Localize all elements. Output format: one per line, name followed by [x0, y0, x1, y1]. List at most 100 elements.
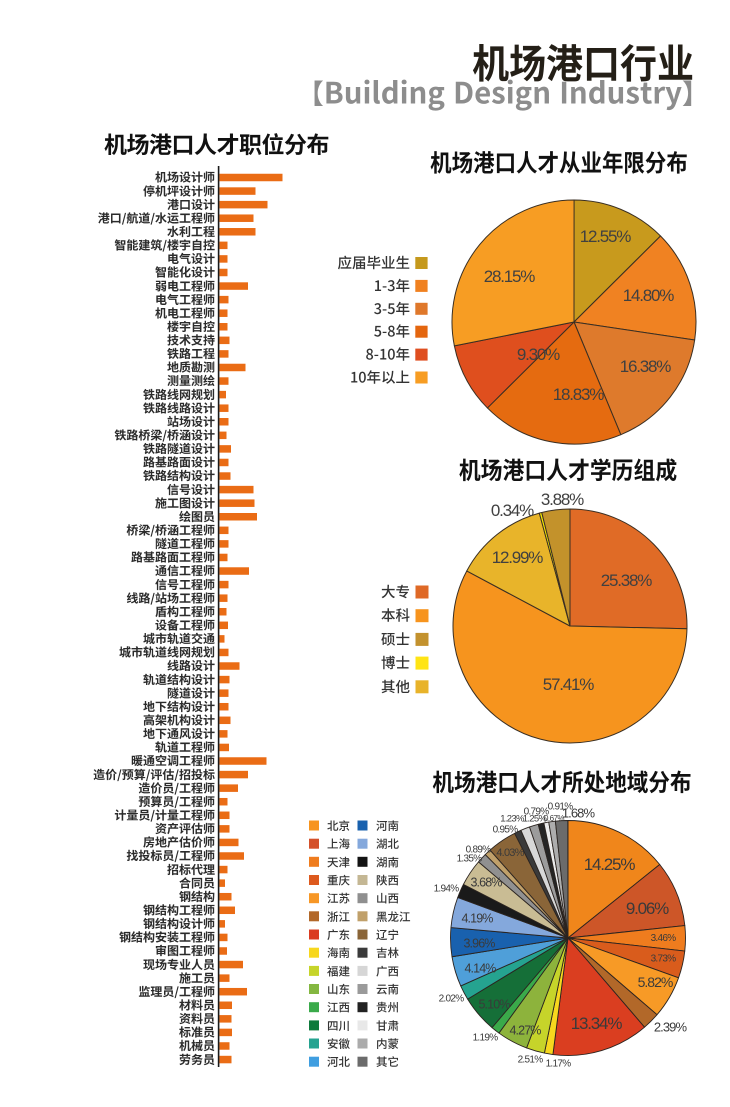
svg-text:3-5年: 3-5年	[374, 298, 410, 319]
svg-text:机场设计师: 机场设计师	[155, 169, 215, 186]
svg-text:施工图设计: 施工图设计	[155, 494, 215, 511]
svg-text:湖南: 湖南	[376, 854, 399, 870]
svg-text:0.34%: 0.34%	[491, 501, 534, 520]
svg-text:河南: 河南	[376, 818, 399, 834]
svg-text:1.68%: 1.68%	[562, 806, 596, 821]
svg-text:标准员: 标准员	[179, 1024, 215, 1041]
svg-text:线路设计: 线路设计	[167, 657, 215, 674]
svg-text:16.38%: 16.38%	[620, 357, 672, 376]
svg-text:四川: 四川	[327, 1018, 350, 1034]
svg-text:电气工程师: 电气工程师	[155, 291, 215, 308]
svg-text:路基路面工程师: 路基路面工程师	[131, 549, 215, 566]
svg-text:9.06%: 9.06%	[626, 899, 669, 918]
svg-text:通信工程师: 通信工程师	[155, 562, 215, 579]
svg-text:5-8年: 5-8年	[374, 321, 410, 342]
svg-text:监理员/工程师: 监理员/工程师	[138, 983, 215, 1000]
svg-text:其它: 其它	[376, 1054, 399, 1070]
svg-text:铁路工程: 铁路工程	[167, 345, 215, 362]
svg-text:4.03%: 4.03%	[496, 847, 524, 859]
svg-text:隧道设计: 隧道设计	[167, 684, 215, 701]
svg-text:轨道工程师: 轨道工程师	[155, 739, 215, 756]
svg-text:内蒙: 内蒙	[376, 1036, 399, 1052]
svg-text:本科: 本科	[381, 605, 410, 626]
svg-text:现场专业人员: 现场专业人员	[143, 956, 215, 973]
svg-text:合同员: 合同员	[179, 874, 215, 891]
svg-text:找投标员/工程师: 找投标员/工程师	[126, 847, 215, 864]
svg-text:3.73%: 3.73%	[651, 954, 677, 965]
svg-text:3.68%: 3.68%	[470, 875, 502, 889]
svg-text:房地产估价师: 房地产估价师	[143, 834, 215, 851]
svg-text:3.46%: 3.46%	[651, 933, 677, 944]
svg-text:高架机构设计: 高架机构设计	[143, 712, 215, 729]
svg-text:重庆: 重庆	[327, 873, 350, 889]
svg-text:钢结构工程师: 钢结构工程师	[143, 902, 215, 919]
svg-text:18.83%: 18.83%	[553, 385, 605, 404]
svg-text:资料员: 资料员	[179, 1010, 215, 1027]
svg-text:造价/预算/评估/招投标: 造价/预算/评估/招投标	[93, 766, 215, 783]
svg-text:机场港口人才所处地域分布: 机场港口人才所处地域分布	[432, 764, 691, 799]
svg-text:贵州: 贵州	[376, 1000, 399, 1016]
svg-text:1.94%: 1.94%	[434, 884, 460, 895]
svg-text:14.25%: 14.25%	[584, 855, 636, 874]
svg-text:城市轨道交通: 城市轨道交通	[143, 630, 215, 647]
svg-text:机场港口人才职位分布: 机场港口人才职位分布	[104, 126, 329, 160]
svg-text:12.99%: 12.99%	[492, 548, 544, 567]
svg-text:浙江: 浙江	[327, 909, 350, 925]
svg-text:审图工程师: 审图工程师	[155, 942, 215, 959]
svg-text:9.30%: 9.30%	[517, 345, 560, 364]
svg-text:4.14%: 4.14%	[464, 961, 496, 975]
svg-text:4.19%: 4.19%	[461, 911, 493, 925]
svg-text:机场港口行业: 机场港口行业	[472, 32, 694, 90]
svg-text:桥梁/桥涵工程师: 桥梁/桥涵工程师	[126, 522, 215, 539]
svg-text:站场设计: 站场设计	[167, 413, 215, 430]
svg-text:预算员/工程师: 预算员/工程师	[138, 793, 215, 810]
svg-text:水利工程: 水利工程	[167, 223, 215, 240]
svg-text:57.41%: 57.41%	[543, 675, 595, 694]
svg-text:铁路线路设计: 铁路线路设计	[143, 399, 215, 416]
svg-text:广东: 广东	[327, 927, 350, 943]
svg-text:12.55%: 12.55%	[580, 227, 632, 246]
svg-text:暖通空调工程师: 暖通空调工程师	[131, 752, 215, 769]
svg-text:机械员: 机械员	[179, 1037, 215, 1054]
svg-text:上海: 上海	[327, 836, 350, 852]
svg-text:云南: 云南	[376, 982, 399, 998]
svg-text:3.96%: 3.96%	[463, 936, 495, 950]
svg-text:博士: 博士	[381, 652, 410, 673]
svg-text:其他: 其他	[381, 676, 410, 697]
svg-text:陕西: 陕西	[376, 873, 399, 889]
svg-text:地下通风设计: 地下通风设计	[143, 725, 215, 742]
svg-text:0.79%: 0.79%	[524, 807, 550, 818]
svg-text:路基路面设计: 路基路面设计	[143, 454, 215, 471]
svg-text:计量员/计量工程师: 计量员/计量工程师	[114, 807, 215, 824]
svg-text:材料员: 材料员	[179, 997, 215, 1014]
svg-text:铁路线网规划: 铁路线网规划	[143, 386, 215, 403]
svg-text:线路/站场工程师: 线路/站场工程师	[126, 589, 215, 606]
svg-text:盾构工程师: 盾构工程师	[155, 603, 215, 620]
svg-text:弱电工程师: 弱电工程师	[155, 277, 215, 294]
svg-text:广西: 广西	[376, 963, 399, 979]
svg-text:资产评估师: 资产评估师	[155, 820, 215, 837]
svg-text:1.25%: 1.25%	[523, 813, 548, 824]
svg-text:江西: 江西	[327, 1000, 350, 1016]
svg-text:海南: 海南	[327, 945, 350, 961]
svg-text:2.02%: 2.02%	[439, 994, 465, 1005]
svg-text:14.80%: 14.80%	[623, 286, 675, 305]
svg-text:铁路结构设计: 铁路结构设计	[143, 467, 215, 484]
svg-text:硕士: 硕士	[381, 628, 410, 649]
svg-text:【Building Design Industry】: 【Building Design Industry】	[297, 71, 709, 113]
svg-text:钢结构安装工程师: 钢结构安装工程师	[119, 929, 215, 946]
svg-text:湖北: 湖北	[376, 836, 399, 852]
svg-text:福建: 福建	[327, 963, 350, 979]
svg-text:北京: 北京	[327, 818, 350, 834]
svg-text:安徽: 安徽	[327, 1036, 350, 1052]
svg-text:施工员: 施工员	[179, 969, 215, 986]
svg-text:25.38%: 25.38%	[601, 571, 653, 590]
svg-text:楼宇自控: 楼宇自控	[167, 318, 215, 335]
svg-text:铁路隧道设计: 铁路隧道设计	[143, 440, 215, 457]
svg-text:地质勘测: 地质勘测	[167, 359, 215, 376]
svg-text:机场港口人才从业年限分布: 机场港口人才从业年限分布	[430, 144, 688, 179]
svg-text:电气设计: 电气设计	[167, 250, 215, 267]
svg-text:机电工程师: 机电工程师	[155, 304, 215, 321]
svg-text:2.39%: 2.39%	[654, 1020, 688, 1035]
svg-text:0.67%: 0.67%	[544, 814, 564, 823]
